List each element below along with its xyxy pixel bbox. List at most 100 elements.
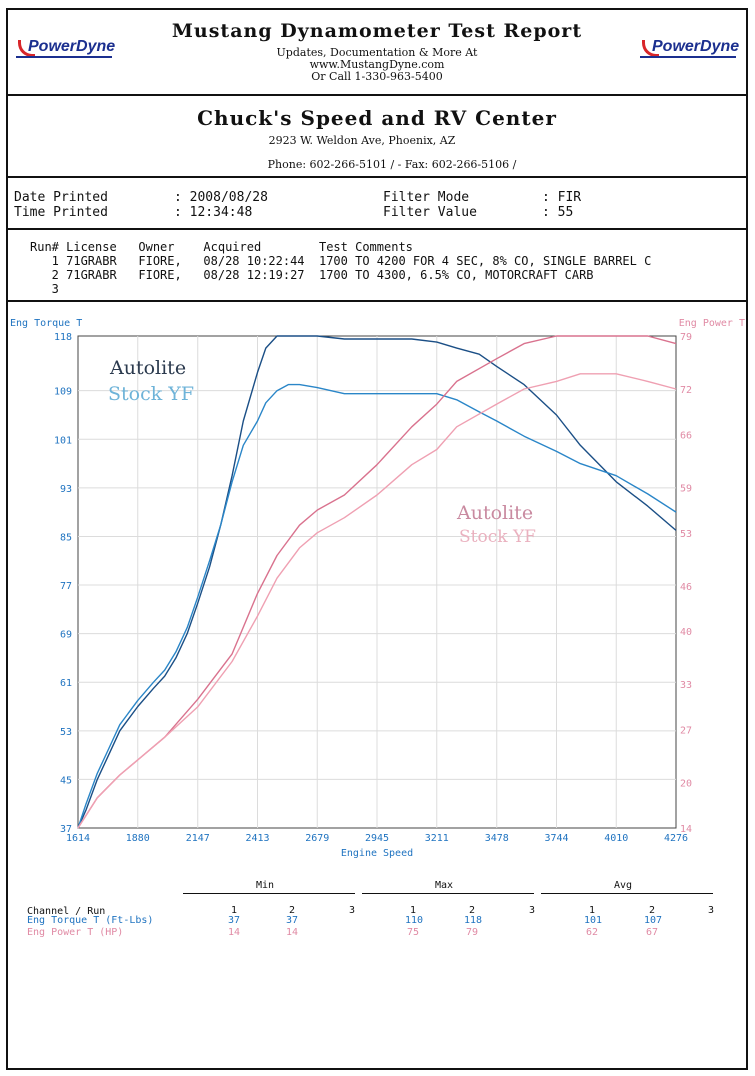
summary-value: 75 [406, 927, 420, 938]
y-right-tick-label: 53 [680, 529, 692, 540]
x-tick-label: 4276 [664, 833, 688, 844]
summary-channel-header: Channel / Run [27, 906, 106, 917]
date-label: Date Printed [14, 190, 108, 205]
x-tick-label: 4010 [604, 833, 628, 844]
report-title: Mustang Dynamometer Test Report [171, 20, 583, 42]
y-right-tick-label: 79 [680, 332, 692, 343]
right-axis-title: Eng Power T [679, 318, 745, 329]
summary-group-max: Max [435, 880, 454, 891]
run-row: 2 71GRABR FIORE, 08/28 12:19:27 1700 TO … [30, 268, 594, 282]
run-row: 1 71GRABR FIORE, 08/28 10:22:44 1700 TO … [30, 254, 652, 268]
annotation-power-stockyf: Stock YF [459, 527, 536, 547]
x-tick-label: 2147 [186, 833, 210, 844]
x-tick-label: 2679 [305, 833, 329, 844]
summary-row-label: Eng Power T (HP) [27, 927, 124, 938]
filter-value-value: : 55 [542, 205, 574, 220]
summary-value: 67 [645, 927, 659, 938]
grid [78, 336, 676, 828]
summary-value: 37 [227, 915, 241, 926]
summary-run-label: 3 [528, 905, 536, 916]
dealer-block: Chuck's Speed and RV Center 2923 W. Weld… [8, 96, 746, 178]
date-value: : 2008/08/28 [174, 190, 268, 205]
annotation-power-autolite: Autolite [456, 502, 533, 524]
header-website: www.MustangDyne.com [309, 58, 445, 71]
summary-value: 14 [285, 927, 299, 938]
report-page: PowerDyne PowerDyne Mustang Dynamometer … [6, 8, 748, 1070]
x-axis-title: Engine Speed [341, 848, 413, 859]
summary-value: 101 [584, 915, 603, 926]
y-left-tick-label: 77 [60, 581, 72, 592]
x-tick-label: 2413 [245, 833, 269, 844]
y-right-tick-label: 33 [680, 680, 692, 691]
run-row: 3 [30, 282, 59, 296]
summary-value: 79 [465, 927, 479, 938]
axis-ticks: 1614 1880 2147 2413 2679 2945 3211 3478 3744 4010… [54, 332, 692, 844]
y-right-tick-label: 59 [680, 483, 692, 494]
annotation-torque-stockyf: Stock YF [108, 383, 194, 405]
torque-line-run-2 [77, 383, 677, 829]
y-right-tick-label: 14 [680, 824, 692, 835]
summary-value: 14 [227, 927, 241, 938]
y-left-tick-label: 109 [54, 387, 72, 398]
summary-value: 62 [585, 927, 599, 938]
logo-swoosh-icon [642, 40, 659, 57]
runs-header: Run# License Owner Acquired Test Comment… [30, 240, 413, 254]
report-header: PowerDyne PowerDyne Mustang Dynamometer … [8, 10, 746, 96]
dyno-chart: Eng Torque T Eng Power T 1614 1880 2147 241… [10, 318, 745, 859]
x-tick-label: 3211 [425, 833, 449, 844]
summary-run-label: 1 [230, 905, 238, 916]
summary-group-avg: Avg [614, 880, 633, 891]
summary-value: 107 [644, 915, 663, 926]
y-left-tick-label: 93 [60, 484, 72, 495]
x-tick-label: 2945 [365, 833, 389, 844]
summary-group-min: Min [256, 880, 275, 891]
y-left-tick-label: 118 [54, 332, 72, 343]
y-left-tick-label: 45 [60, 775, 72, 786]
header-phone: Or Call 1-330-963-5400 [311, 70, 443, 83]
time-value: : 12:34:48 [174, 205, 253, 220]
y-right-tick-label: 40 [680, 627, 692, 638]
time-label: Time Printed [14, 205, 108, 220]
powerdyne-logo-right: PowerDyne [640, 36, 740, 62]
meta-block: Date Printed : 2008/08/28 Time Printed :… [8, 178, 746, 230]
y-left-tick-label: 69 [60, 630, 72, 641]
summary-run-label: 1 [409, 905, 417, 916]
y-left-tick-label: 53 [60, 727, 72, 738]
summary-run-label: 2 [468, 905, 476, 916]
x-tick-label: 3478 [485, 833, 509, 844]
summary-run-label: 3 [707, 905, 715, 916]
dealer-address: 2923 W. Weldon Ave, Phoenix, AZ [268, 134, 456, 147]
logo-text: PowerDyne [28, 38, 116, 55]
y-right-tick-label: 72 [680, 385, 692, 396]
summary-value: 37 [285, 915, 299, 926]
summary-value: 118 [464, 915, 483, 926]
series-lines [77, 335, 677, 829]
powerdyne-logo-left: PowerDyne [16, 36, 116, 62]
logo-swoosh-icon [18, 40, 35, 57]
summary-run-label: 1 [588, 905, 596, 916]
y-left-tick-label: 101 [54, 435, 72, 446]
x-tick-label: 1614 [66, 833, 90, 844]
x-tick-label: 1880 [126, 833, 150, 844]
runs-table: Run# License Owner Acquired Test Comment… [8, 230, 746, 302]
annotation-torque-autolite: Autolite [109, 357, 186, 379]
y-left-tick-label: 61 [60, 678, 72, 689]
y-right-tick-label: 27 [680, 726, 692, 737]
filter-value-label: Filter Value [383, 205, 477, 220]
logo-text: PowerDyne [652, 38, 740, 55]
y-left-tick-label: 85 [60, 532, 72, 543]
summary-run-label: 3 [348, 905, 356, 916]
summary-run-label: 2 [288, 905, 296, 916]
left-axis-title: Eng Torque T [10, 318, 82, 329]
torque-line-run-1 [77, 335, 677, 829]
x-tick-label: 3744 [544, 833, 568, 844]
dealer-name: Chuck's Speed and RV Center [197, 106, 557, 130]
y-right-tick-label: 46 [680, 582, 692, 593]
summary-run-label: 2 [648, 905, 656, 916]
y-right-tick-label: 66 [680, 430, 692, 441]
y-right-tick-label: 20 [680, 779, 692, 790]
y-left-tick-label: 37 [60, 824, 72, 835]
filter-mode-label: Filter Mode [383, 190, 470, 205]
summary-row-label: Eng Torque T (Ft-Lbs) [27, 915, 154, 926]
power-line-run-2 [77, 373, 677, 829]
